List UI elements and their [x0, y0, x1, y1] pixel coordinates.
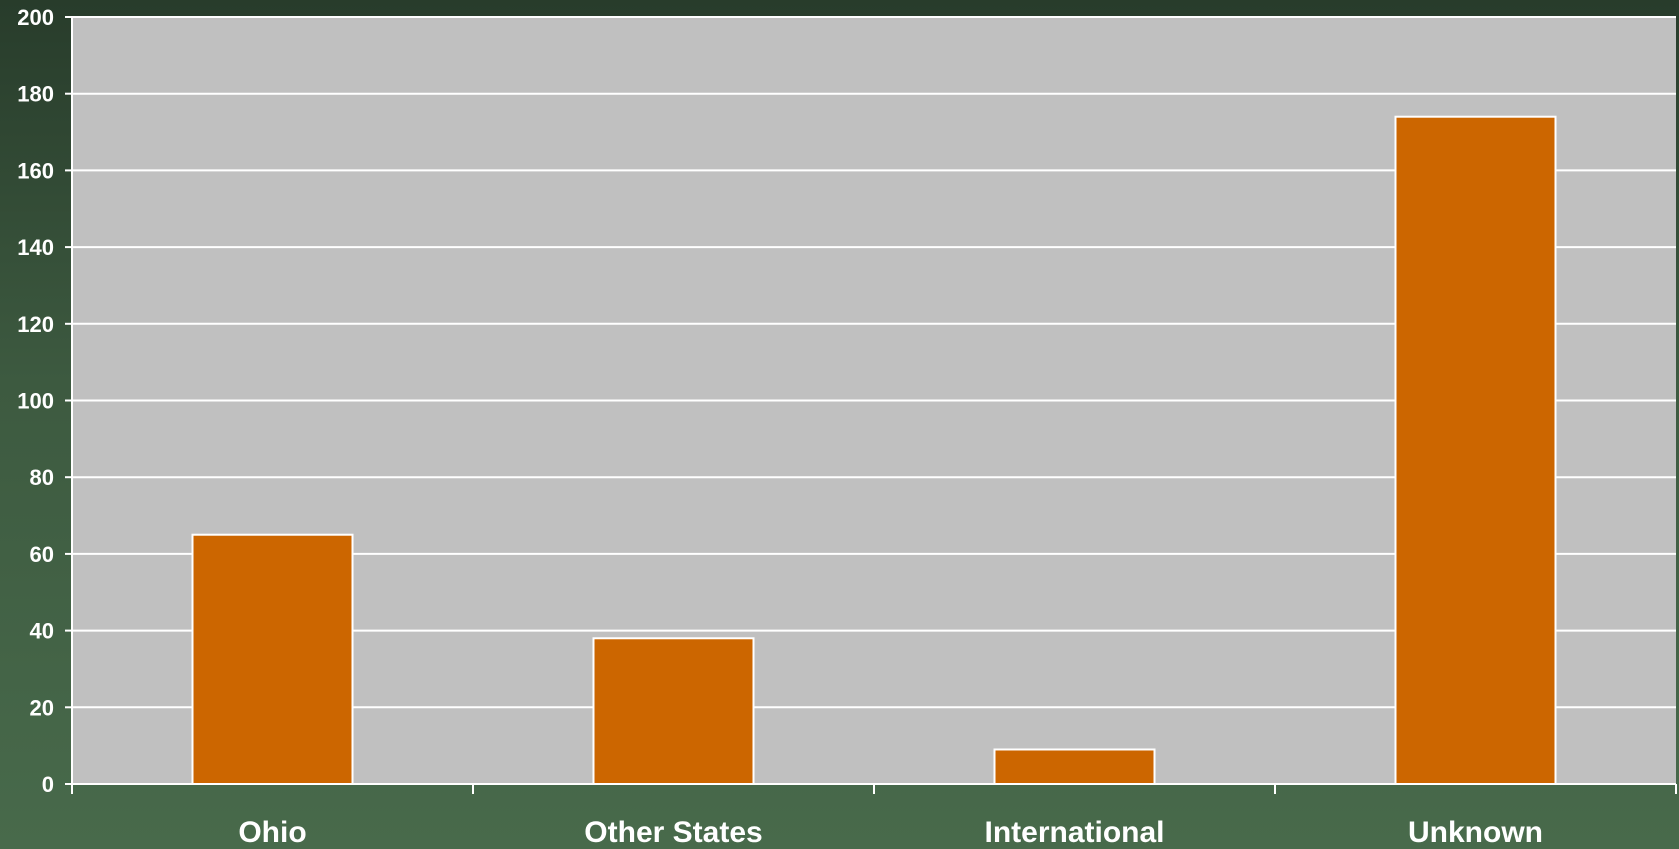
- x-tick-label: International: [984, 816, 1164, 849]
- y-tick-label: 120: [17, 312, 54, 337]
- y-tick-label: 200: [17, 5, 54, 30]
- y-tick-label: 60: [30, 542, 54, 567]
- y-tick-label: 80: [30, 465, 54, 490]
- y-tick-label: 40: [30, 619, 54, 644]
- x-tick-label: Ohio: [238, 816, 306, 849]
- y-axis-tick-labels: 0 20 40 60 80 100 120 140 160 180 200: [17, 5, 54, 797]
- bar-other-states: [592, 637, 755, 786]
- axes: [65, 16, 1677, 794]
- bar-unknown: [1394, 115, 1557, 785]
- y-tick-label: 100: [17, 389, 54, 414]
- y-tick-label: 140: [17, 235, 54, 260]
- x-axis-tick-labels: Ohio Other States International Unknown: [238, 816, 1543, 849]
- y-tick-label: 20: [30, 695, 54, 720]
- y-tick-label: 160: [17, 158, 54, 183]
- y-tick-label: 0: [42, 772, 54, 797]
- x-tick-label: Other States: [584, 816, 762, 849]
- y-tick-label: 180: [17, 82, 54, 107]
- x-tick-label: Unknown: [1408, 816, 1543, 849]
- bars: [191, 115, 1557, 786]
- bar-ohio: [191, 533, 354, 785]
- bar-international: [993, 748, 1156, 785]
